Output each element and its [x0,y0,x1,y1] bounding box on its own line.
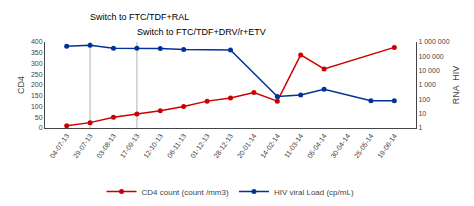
svg-text:RNA HIV: RNA HIV [451,66,461,105]
svg-text:01-12-13: 01-12-13 [189,132,211,159]
svg-text:350: 350 [31,49,43,56]
svg-text:1 000 000: 1 000 000 [418,38,449,45]
svg-text:05-04-14: 05-04-14 [306,132,328,159]
svg-text:20-01-14: 20-01-14 [236,132,258,159]
svg-text:17-09-13: 17-09-13 [119,132,141,159]
svg-text:30-04-14: 30-04-14 [329,132,351,159]
svg-text:06-11-13: 06-11-13 [166,132,188,159]
svg-text:200: 200 [31,81,43,88]
svg-text:400: 400 [31,38,43,45]
svg-text:10: 10 [418,110,426,117]
svg-text:300: 300 [31,60,43,67]
svg-text:0: 0 [39,124,43,131]
svg-text:100: 100 [31,103,43,110]
svg-text:12-10-13: 12-10-13 [142,132,164,159]
svg-text:11-03-14: 11-03-14 [283,132,305,159]
svg-text:1: 1 [418,124,422,131]
svg-text:50: 50 [35,114,43,121]
svg-text:CD4: CD4 [16,76,26,94]
svg-text:19-06-14: 19-06-14 [376,132,398,159]
svg-text:150: 150 [31,92,43,99]
svg-text:10 000: 10 000 [418,67,440,74]
svg-text:100 000: 100 000 [418,53,443,60]
svg-text:Switch to FTC/TDF+RAL: Switch to FTC/TDF+RAL [90,12,189,22]
svg-text:HIV viral Load (cp/mL): HIV viral Load (cp/mL) [274,188,354,197]
svg-text:29-07-13: 29-07-13 [72,132,94,159]
svg-text:03-08-13: 03-08-13 [95,132,117,159]
svg-text:04-07-13: 04-07-13 [49,132,71,159]
svg-text:14-02-14: 14-02-14 [259,132,281,159]
svg-text:28-12-13: 28-12-13 [212,132,234,159]
svg-text:CD4 count (count /mm3): CD4 count (count /mm3) [142,188,229,197]
svg-text:Switch to FTC/TDF+DRV/r+ETV: Switch to FTC/TDF+DRV/r+ETV [137,27,266,37]
svg-text:1 000: 1 000 [418,81,436,88]
svg-text:100: 100 [418,96,430,103]
svg-text:250: 250 [31,71,43,78]
svg-text:25-05-14: 25-05-14 [353,132,375,159]
